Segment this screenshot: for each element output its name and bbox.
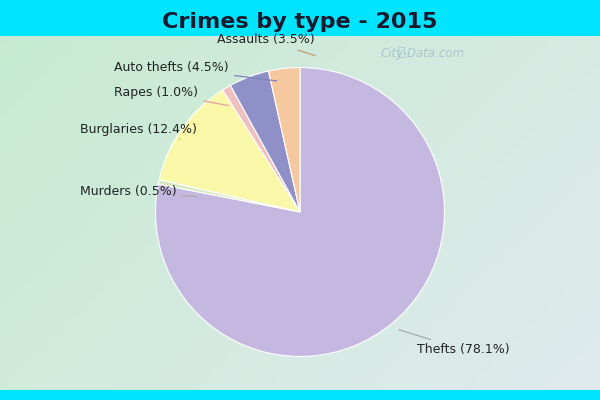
Wedge shape	[268, 68, 300, 212]
Text: Rapes (1.0%): Rapes (1.0%)	[114, 86, 229, 106]
Wedge shape	[158, 180, 300, 212]
Text: Auto thefts (4.5%): Auto thefts (4.5%)	[114, 61, 277, 81]
Wedge shape	[155, 68, 445, 356]
Text: Thefts (78.1%): Thefts (78.1%)	[399, 330, 509, 356]
Text: Murders (0.5%): Murders (0.5%)	[80, 185, 197, 198]
Text: City-Data.com: City-Data.com	[381, 47, 465, 60]
Wedge shape	[159, 90, 300, 212]
Text: Burglaries (12.4%): Burglaries (12.4%)	[80, 123, 197, 139]
Wedge shape	[223, 85, 300, 212]
Text: ⓘ: ⓘ	[397, 46, 404, 59]
Wedge shape	[230, 71, 300, 212]
Text: Assaults (3.5%): Assaults (3.5%)	[217, 34, 315, 56]
Text: Crimes by type - 2015: Crimes by type - 2015	[163, 12, 437, 32]
